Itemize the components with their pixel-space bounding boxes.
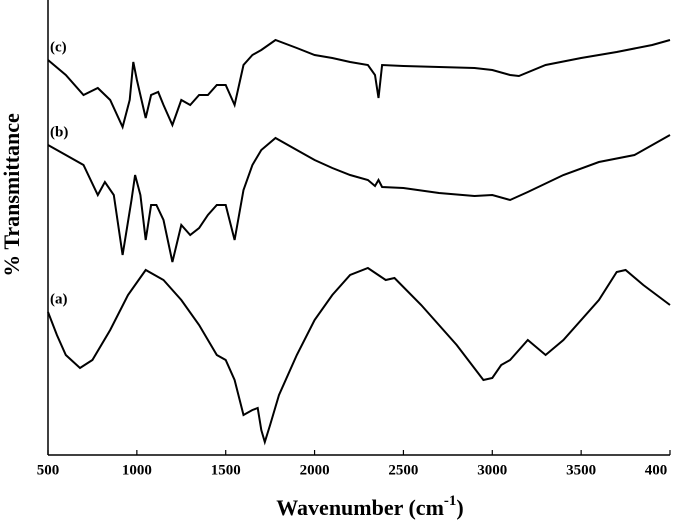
series-label: (a) (50, 291, 68, 307)
x-label-sup: -1 (444, 493, 457, 509)
x-tick-label: 3000 (477, 462, 507, 478)
spectrum-line (47, 38, 671, 130)
spectrum-line (47, 134, 671, 263)
spectrum-line (47, 266, 671, 446)
x-tick-label: 2000 (300, 462, 330, 478)
y-axis-label: % Transmittance (0, 113, 24, 277)
x-tick-label: 2500 (388, 462, 418, 478)
series-label: (c) (50, 39, 67, 55)
x-tick-label: 3500 (566, 462, 596, 478)
x-label-end: ) (456, 495, 463, 520)
x-tick-label: 500 (37, 462, 60, 478)
x-label-text: Wavenumber (cm (276, 495, 444, 520)
x-tick-label: 1500 (211, 462, 241, 478)
x-tick-label: 400 (645, 462, 668, 478)
x-axis-label: Wavenumber (cm-1) (276, 493, 463, 520)
x-tick-label: 1000 (122, 462, 152, 478)
series-label: (b) (50, 124, 68, 140)
